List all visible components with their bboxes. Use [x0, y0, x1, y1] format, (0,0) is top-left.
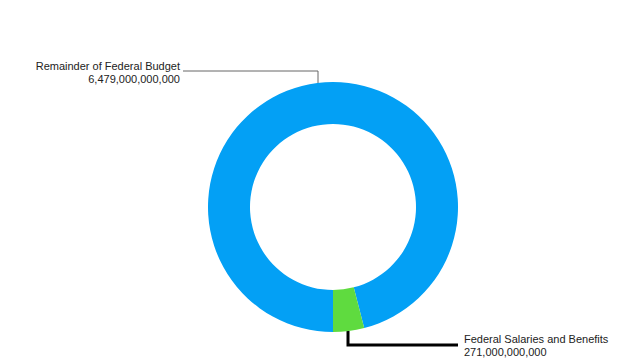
svg-text:Remainder of Federal Budget: Remainder of Federal Budget — [36, 60, 180, 72]
svg-text:6,479,000,000,000: 6,479,000,000,000 — [88, 73, 180, 85]
svg-text:Federal Salaries and Benefits: Federal Salaries and Benefits — [464, 333, 609, 345]
svg-text:271,000,000,000: 271,000,000,000 — [464, 346, 547, 358]
